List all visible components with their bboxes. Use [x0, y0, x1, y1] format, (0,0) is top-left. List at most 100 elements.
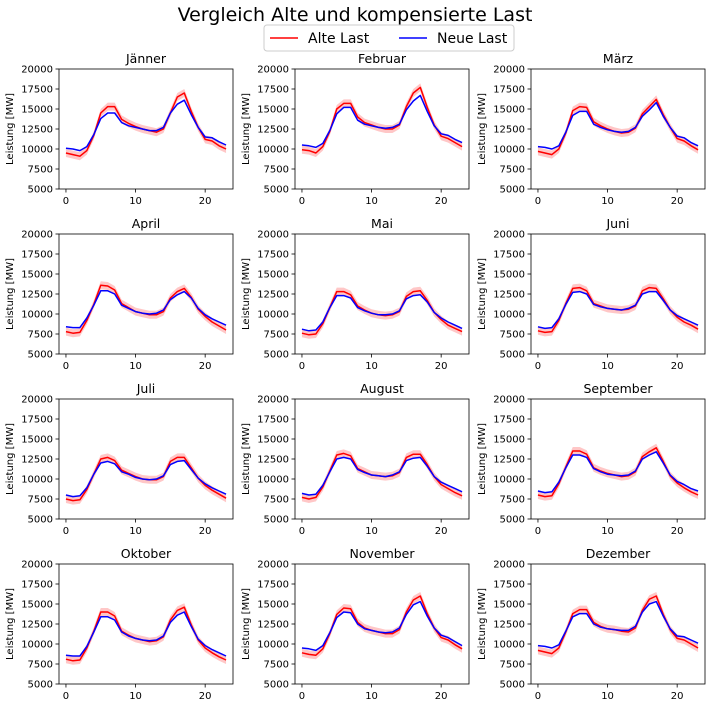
neue-last-line: [65, 611, 227, 657]
y-tick-label: 12500: [21, 290, 53, 301]
y-tick-label: 15000: [493, 270, 525, 281]
x-tick-label: 10: [601, 691, 614, 702]
subplot-10: Oktober Leistung [MW] 5000 7500 10000 12500 15…: [5, 546, 234, 702]
subplot-title: November: [349, 546, 415, 561]
subplot-08: August Leistung [MW] 5000 7500 10000 12500 150…: [241, 381, 470, 537]
figure-title: Vergleich Alte und kompensierte Last: [178, 4, 533, 26]
x-tick-label: 10: [365, 526, 378, 537]
y-axis-label: Leistung [MW]: [5, 93, 16, 165]
subplot-title: Juli: [136, 381, 156, 396]
y-tick-label: 5000: [500, 515, 525, 526]
x-tick-label: 20: [671, 526, 684, 537]
y-tick-label: 20000: [493, 65, 525, 76]
y-tick-label: 5000: [28, 680, 53, 691]
y-tick-label: 12500: [493, 290, 525, 301]
y-tick-label: 12500: [257, 620, 289, 631]
y-tick-label: 7500: [28, 165, 53, 176]
y-tick-label: 17500: [493, 415, 525, 426]
x-tick-label: 0: [63, 196, 69, 207]
x-tick-label: 20: [435, 361, 448, 372]
y-axis-label: Leistung [MW]: [477, 93, 488, 165]
x-tick-label: 20: [199, 526, 212, 537]
y-axis-label: Leistung [MW]: [5, 588, 16, 660]
y-tick-label: 5000: [500, 680, 525, 691]
x-tick-label: 20: [435, 526, 448, 537]
y-tick-label: 20000: [257, 395, 289, 406]
subplot-07: Juli Leistung [MW] 5000 7500 10000 12500 15000…: [5, 381, 234, 537]
y-tick-label: 12500: [21, 125, 53, 136]
y-tick-label: 12500: [257, 125, 289, 136]
y-tick-label: 20000: [257, 65, 289, 76]
y-axis-label: Leistung [MW]: [477, 588, 488, 660]
alte-last-band: [65, 603, 227, 665]
y-axis-label: Leistung [MW]: [241, 258, 252, 330]
neue-last-line: [301, 94, 463, 149]
y-tick-label: 15000: [257, 270, 289, 281]
y-axis-label: Leistung [MW]: [5, 423, 16, 495]
y-tick-label: 12500: [493, 125, 525, 136]
y-tick-label: 10000: [257, 475, 289, 486]
x-tick-label: 10: [129, 361, 142, 372]
y-tick-label: 15000: [493, 435, 525, 446]
y-tick-label: 17500: [257, 250, 289, 261]
legend-label-neue-last: Neue Last: [437, 31, 508, 47]
x-tick-label: 20: [435, 691, 448, 702]
subplot-title: September: [583, 381, 653, 396]
y-tick-label: 15000: [257, 105, 289, 116]
y-tick-label: 10000: [493, 310, 525, 321]
y-tick-label: 5000: [500, 185, 525, 196]
y-tick-label: 15000: [21, 600, 53, 611]
x-tick-label: 10: [601, 361, 614, 372]
y-tick-label: 5000: [264, 515, 289, 526]
x-tick-label: 10: [365, 361, 378, 372]
y-axis-label: Leistung [MW]: [477, 258, 488, 330]
neue-last-line: [537, 451, 699, 494]
y-tick-label: 20000: [257, 560, 289, 571]
y-tick-label: 20000: [21, 395, 53, 406]
x-tick-label: 0: [63, 361, 69, 372]
legend: Alte Last Neue Last: [263, 24, 515, 52]
y-tick-label: 7500: [264, 495, 289, 506]
subplot-04: April Leistung [MW] 5000 7500 10000 12500 1500…: [5, 216, 234, 372]
x-tick-label: 0: [299, 361, 305, 372]
subplot-title: April: [132, 216, 161, 231]
y-tick-label: 17500: [493, 250, 525, 261]
y-axis-label: Leistung [MW]: [241, 423, 252, 495]
neue-last-line: [537, 101, 699, 150]
y-tick-label: 5000: [264, 350, 289, 361]
y-tick-label: 15000: [21, 270, 53, 281]
y-tick-label: 10000: [257, 640, 289, 651]
subplot-title: Juni: [605, 216, 629, 231]
y-tick-label: 17500: [257, 580, 289, 591]
neue-last-line: [65, 459, 227, 498]
subplot-01: Jänner Leistung [MW] 5000 7500 10000 12500 150…: [5, 51, 234, 207]
alte-last-band: [537, 592, 699, 658]
y-tick-label: 7500: [28, 660, 53, 671]
y-tick-label: 10000: [21, 640, 53, 651]
y-tick-label: 15000: [257, 600, 289, 611]
x-tick-label: 20: [199, 196, 212, 207]
y-tick-label: 5000: [264, 185, 289, 196]
neue-last-line: [301, 456, 463, 496]
x-tick-label: 20: [671, 691, 684, 702]
y-tick-label: 17500: [21, 415, 53, 426]
legend-box: [263, 24, 515, 52]
y-tick-label: 10000: [257, 310, 289, 321]
y-tick-label: 20000: [21, 560, 53, 571]
y-tick-label: 7500: [28, 495, 53, 506]
x-tick-label: 20: [199, 361, 212, 372]
y-tick-label: 7500: [500, 660, 525, 671]
x-tick-label: 0: [535, 691, 541, 702]
neue-last-line: [301, 600, 463, 652]
y-axis-label: Leistung [MW]: [5, 258, 16, 330]
y-axis-label: Leistung [MW]: [477, 423, 488, 495]
neue-last-line: [65, 290, 227, 329]
y-tick-label: 12500: [257, 290, 289, 301]
y-tick-label: 20000: [493, 560, 525, 571]
x-tick-label: 20: [671, 361, 684, 372]
y-tick-label: 17500: [257, 415, 289, 426]
y-tick-label: 17500: [493, 85, 525, 96]
y-tick-label: 15000: [21, 105, 53, 116]
